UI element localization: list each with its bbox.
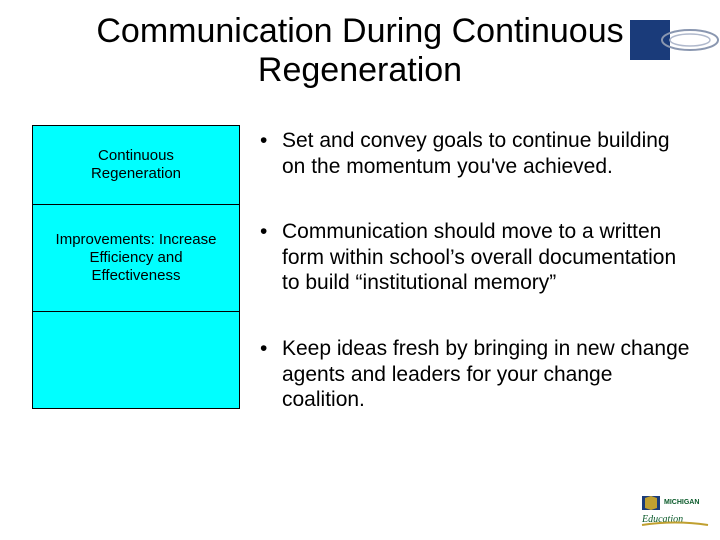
- miblsi-logo: [630, 20, 720, 60]
- michigan-education-logo: MICHIGAN Education: [640, 492, 710, 532]
- table-cell-2: [33, 312, 240, 409]
- cell-0-line-2: Regeneration: [91, 165, 181, 182]
- bullet-2: Keep ideas fresh by bringing in new chan…: [258, 336, 698, 413]
- education-logo-icon: MICHIGAN Education: [640, 492, 710, 532]
- cell-1-line-1: Improvements: Increase: [56, 231, 217, 248]
- cell-1-line-2: Efficiency and: [89, 249, 182, 266]
- left-table: Continuous Regeneration Improvements: In…: [32, 125, 240, 409]
- title-line-2: Regeneration: [258, 51, 462, 89]
- logo-swoosh-icon: [660, 26, 720, 54]
- slide-title: Communication During Continuous Regenera…: [0, 12, 720, 90]
- table-cell-1: Improvements: Increase Efficiency and Ef…: [33, 205, 240, 312]
- bullet-list: Set and convey goals to continue buildin…: [258, 128, 698, 453]
- bullet-1: Communication should move to a written f…: [258, 219, 698, 296]
- bullet-0: Set and convey goals to continue buildin…: [258, 128, 698, 179]
- table-cell-0: Continuous Regeneration: [33, 126, 240, 205]
- cell-1-line-3: Effectiveness: [92, 267, 181, 284]
- svg-text:MICHIGAN: MICHIGAN: [664, 499, 699, 506]
- cell-0-line-1: Continuous: [98, 147, 174, 164]
- title-line-1: Communication During Continuous: [96, 12, 623, 50]
